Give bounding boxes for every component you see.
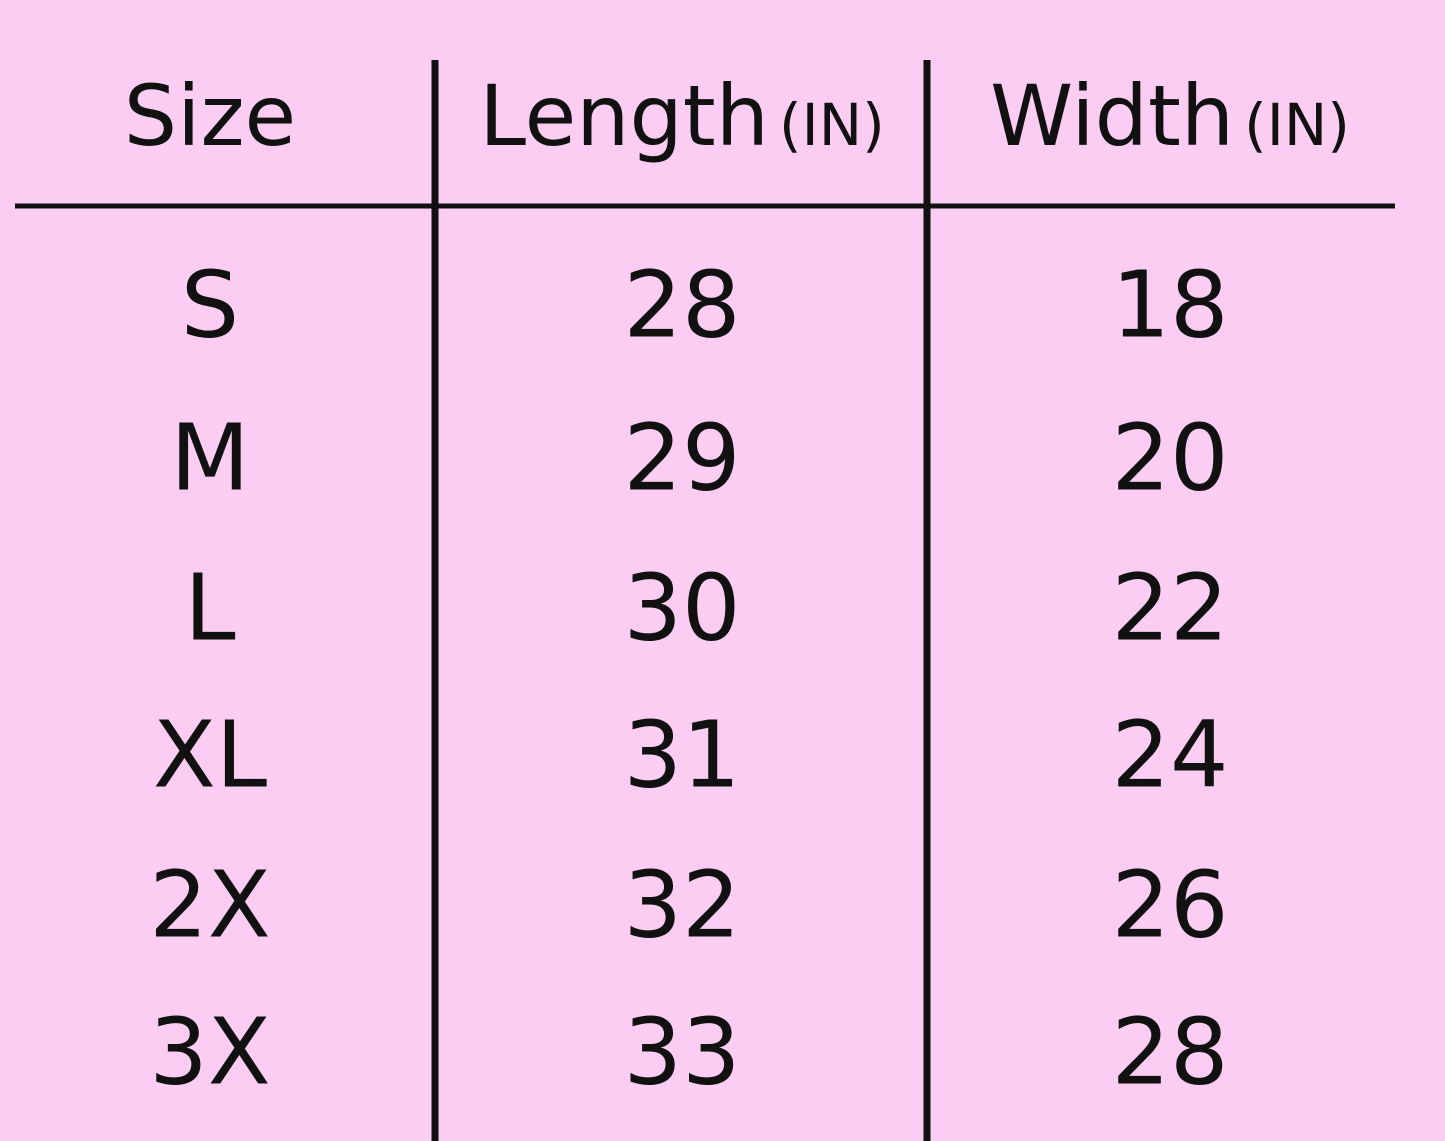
header-label: Size [124,67,296,165]
measure-cell: 29 [623,405,740,512]
header-label: Width [990,67,1234,165]
measure-cell: 30 [623,555,740,662]
measure-cell: 31 [623,702,740,809]
size-cell: S [181,252,239,359]
measure-cell: 20 [1111,405,1228,512]
header-unit: (IN) [779,91,885,159]
measure-cell: 28 [623,252,740,359]
header-cell: Size [124,67,296,165]
header-cell: Length (IN) [479,67,884,165]
size-cell: 2X [149,852,271,959]
header-unit: (IN) [1244,91,1350,159]
size-cell: M [170,405,249,512]
measure-cell: 32 [623,852,740,959]
measure-cell: 26 [1111,852,1228,959]
size-cell: XL [153,702,267,809]
measure-cell: 28 [1111,999,1228,1106]
measure-cell: 18 [1111,252,1228,359]
measure-cell: 33 [623,999,740,1106]
header-label: Length [479,67,769,165]
measure-cell: 24 [1111,702,1228,809]
header-cell: Width (IN) [990,67,1350,165]
measure-cell: 22 [1111,555,1228,662]
size-cell: 3X [149,999,271,1106]
size-cell: L [184,555,235,662]
